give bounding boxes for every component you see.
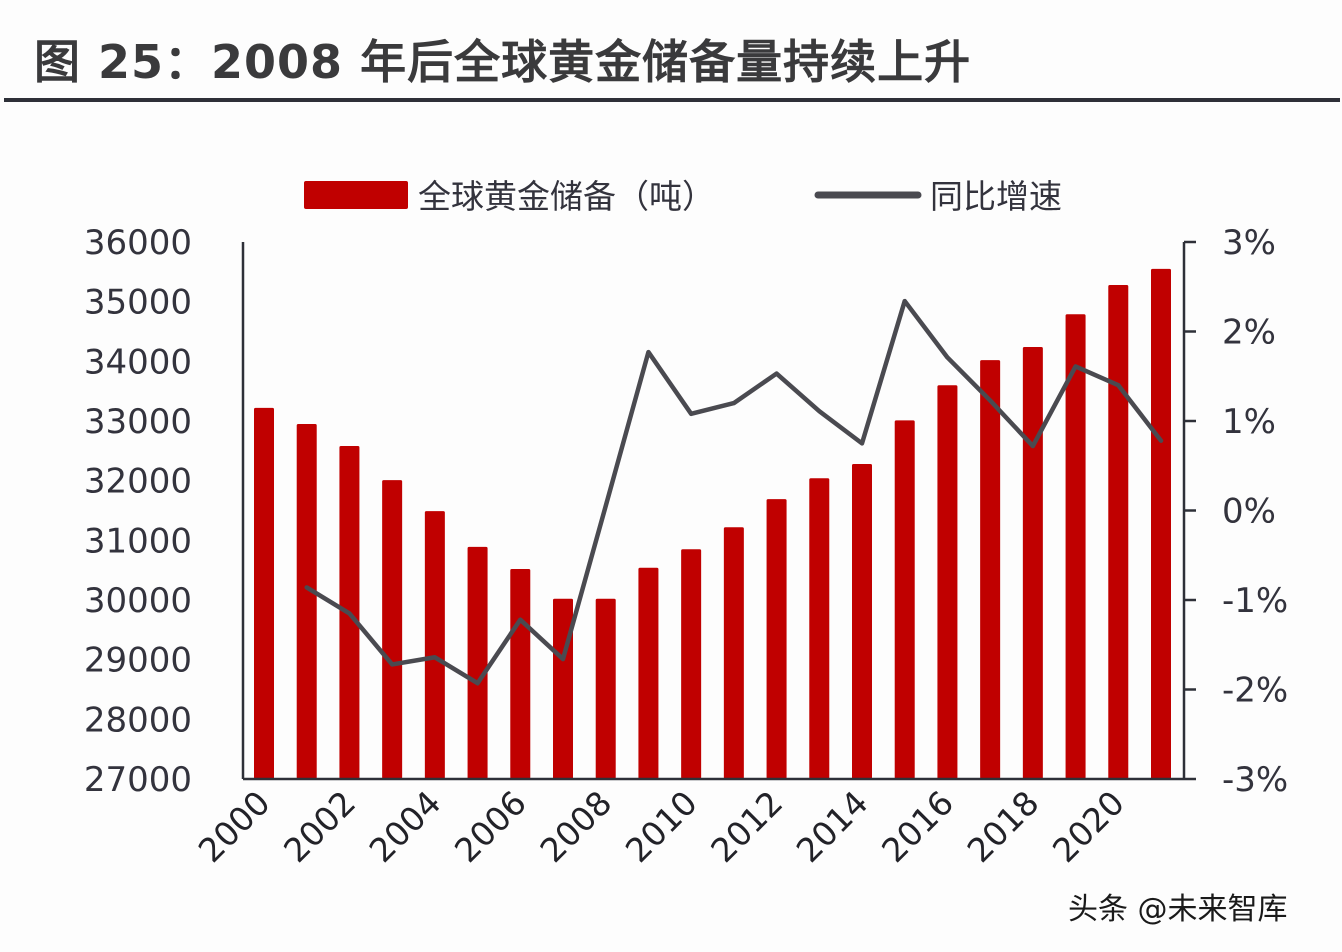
y-right-tick-label: 1% [1222, 402, 1276, 442]
bar-2012 [766, 499, 787, 779]
bar-2014 [852, 463, 872, 779]
bar-2018 [1022, 347, 1043, 779]
y-left-tick-label: 29000 [84, 641, 192, 681]
x-axis-ticks: 2000200220042006200820102012201420162018… [191, 783, 1132, 870]
y-left-tick-label: 30000 [84, 581, 192, 621]
bar-2009 [638, 567, 659, 779]
bar-series [254, 268, 1171, 779]
bar-2008 [595, 598, 616, 779]
y-right-tick-label: -2% [1222, 671, 1288, 711]
bar-2010 [681, 549, 702, 779]
x-tick-label: 2008 [532, 783, 619, 870]
bar-2019 [1065, 314, 1086, 779]
legend: 全球黄金储备（吨） 同比增速 [304, 177, 1062, 216]
y-right-tick-label: 2% [1222, 313, 1276, 353]
x-tick-label: 2016 [874, 783, 961, 870]
x-tick-label: 2012 [703, 783, 790, 870]
y-right-tick-label: -3% [1222, 760, 1288, 800]
y-left-tick-label: 28000 [84, 700, 192, 740]
y-left-tick-label: 27000 [84, 760, 192, 800]
bar-2021 [1151, 268, 1171, 779]
y-left-tick-label: 36000 [84, 223, 192, 263]
legend-label-bar: 全球黄金储备（吨） [418, 177, 715, 216]
legend-label-line: 同比增速 [930, 177, 1062, 216]
line-series [304, 298, 1164, 686]
bar-2004 [424, 511, 445, 779]
x-tick-label: 2002 [276, 783, 363, 870]
y-left-tick-label: 33000 [84, 402, 192, 442]
x-tick-label: 2014 [789, 783, 876, 870]
y-right-tick-label: 3% [1222, 223, 1276, 263]
y-axis-left-ticks: 36000 35000 34000 33000 32000 31000 30000 29000… [84, 223, 192, 800]
y-axis-right-ticks: 3% 2% 1% 0% -1% -2% -3% [1184, 223, 1288, 800]
x-tick-label: 2006 [447, 783, 534, 870]
y-left-tick-label: 35000 [84, 283, 192, 323]
bar-2006 [510, 568, 531, 779]
x-tick-label: 2018 [960, 783, 1047, 870]
bar-2005 [467, 546, 488, 779]
y-right-tick-label: -1% [1222, 581, 1288, 621]
legend-swatch-bar [304, 181, 408, 209]
y-left-tick-label: 34000 [84, 342, 192, 382]
bar-2016 [937, 385, 958, 779]
x-tick-label: 2004 [362, 783, 449, 870]
bar-2020 [1108, 284, 1129, 779]
chart-title: 图 25：2008 年后全球黄金储备量持续上升 [34, 35, 972, 89]
bar-2001 [296, 423, 317, 779]
bar-2011 [723, 527, 744, 779]
title-divider [4, 98, 1340, 102]
bar-2017 [980, 360, 1001, 779]
bar-2000 [254, 407, 274, 779]
y-right-tick-label: 0% [1222, 492, 1276, 532]
y-left-tick-label: 31000 [84, 521, 192, 561]
bar-2015 [894, 420, 915, 779]
x-tick-label: 2010 [618, 783, 705, 870]
x-tick-label: 2020 [1045, 783, 1132, 870]
x-tick-label: 2000 [191, 783, 278, 870]
bar-2003 [382, 480, 403, 779]
y-left-tick-label: 32000 [84, 462, 192, 502]
watermark: 头条 @未来智库 [1068, 892, 1288, 927]
bar-2013 [809, 478, 830, 779]
